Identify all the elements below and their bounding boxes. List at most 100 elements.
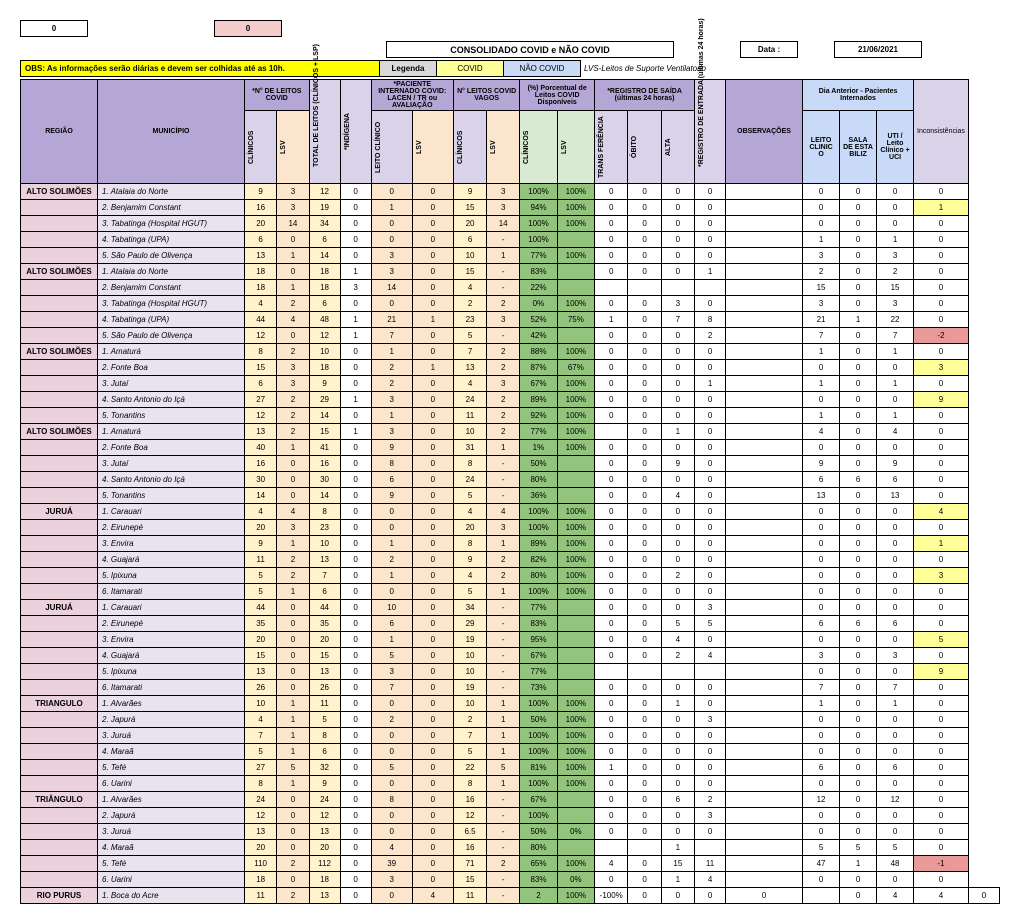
data-cell: 8 — [245, 776, 277, 792]
data-cell: 0 — [840, 328, 877, 344]
data-cell: 18 — [245, 872, 277, 888]
data-cell: 0 — [628, 264, 661, 280]
data-cell: 1 — [803, 232, 840, 248]
muni-cell: 2. Eirunepé — [98, 520, 245, 536]
data-cell: 4 — [453, 568, 486, 584]
data-cell: 0 — [412, 744, 453, 760]
data-cell — [595, 664, 628, 680]
data-cell: 1 — [595, 760, 628, 776]
data-cell: 0 — [628, 392, 661, 408]
data-cell: 22 — [453, 760, 486, 776]
muni-cell: 4. Maraã — [98, 840, 245, 856]
data-cell: 100% — [557, 392, 594, 408]
data-cell: 0 — [840, 760, 877, 776]
data-cell: 0 — [277, 616, 309, 632]
data-cell: 3 — [340, 280, 371, 296]
data-cell — [726, 312, 803, 328]
data-cell: 0 — [371, 520, 412, 536]
data-cell: 0 — [877, 632, 914, 648]
data-cell: 100% — [557, 888, 594, 904]
data-cell: 2 — [277, 552, 309, 568]
data-cell: 0 — [877, 504, 914, 520]
data-cell: 9 — [245, 184, 277, 200]
data-cell: 100% — [557, 440, 594, 456]
data-cell: 1 — [277, 440, 309, 456]
data-cell — [726, 360, 803, 376]
data-cell: 80% — [520, 472, 557, 488]
data-cell: 0 — [914, 552, 969, 568]
data-cell: 7 — [661, 312, 694, 328]
region-cell — [21, 312, 98, 328]
table-row: TRIANGULO1. Alvarães10111000101100%100%0… — [21, 696, 1000, 712]
main-table: REGIÃO MUNICÍPIO *N° DE LEITOS COVID TOT… — [20, 79, 1000, 904]
data-cell: 0 — [914, 232, 969, 248]
data-cell: 14 — [309, 488, 340, 504]
data-cell: 8 — [245, 344, 277, 360]
data-cell: 50% — [520, 456, 557, 472]
data-cell: 0 — [595, 600, 628, 616]
data-cell: 0 — [914, 344, 969, 360]
data-cell: 0 — [595, 264, 628, 280]
col-uti: UTI / Leito Clínico + UCI — [877, 111, 914, 184]
data-cell: 0 — [914, 376, 969, 392]
data-cell: 0 — [595, 392, 628, 408]
data-cell: 0 — [840, 264, 877, 280]
data-cell — [726, 232, 803, 248]
col-leitoclin: LEITO CLÍNICO — [375, 112, 382, 182]
data-cell: 0 — [277, 824, 309, 840]
data-cell: 2 — [277, 344, 309, 360]
data-cell: 5 — [245, 568, 277, 584]
data-cell: 1% — [520, 440, 557, 456]
data-cell: 16 — [245, 200, 277, 216]
data-cell: 0 — [412, 568, 453, 584]
data-cell: 100% — [557, 696, 594, 712]
data-cell — [557, 792, 594, 808]
data-cell: 0 — [877, 600, 914, 616]
data-cell: 24 — [245, 792, 277, 808]
data-cell: 0 — [840, 520, 877, 536]
grp-nleitos: *N° DE LEITOS COVID — [245, 80, 310, 111]
data-cell: 0 — [628, 696, 661, 712]
data-cell: 7 — [453, 728, 486, 744]
data-cell: 8 — [309, 728, 340, 744]
data-cell: 67% — [520, 376, 557, 392]
data-cell: 10 — [453, 648, 486, 664]
data-cell: 0 — [914, 728, 969, 744]
table-row: 5. Tonantins140140905-36%0040130130 — [21, 488, 1000, 504]
data-cell: 0 — [340, 456, 371, 472]
data-cell: 24 — [453, 392, 486, 408]
data-cell: 0 — [661, 520, 694, 536]
data-cell: 0 — [628, 568, 661, 584]
grp-pct: (%) Porcentual de Leitos COVID Disponíve… — [520, 80, 595, 111]
muni-cell: 1. Amaturá — [98, 344, 245, 360]
data-cell: 12 — [803, 792, 840, 808]
data-cell: 0 — [412, 632, 453, 648]
data-cell: 4 — [245, 504, 277, 520]
data-cell — [726, 376, 803, 392]
data-cell: 27 — [245, 392, 277, 408]
data-cell: - — [487, 232, 520, 248]
data-cell: 67% — [520, 792, 557, 808]
data-cell: 0 — [695, 216, 726, 232]
table-row: ALTO SOLIMÕES1. Atalaia do Norte93120009… — [21, 184, 1000, 200]
data-cell: 12 — [453, 808, 486, 824]
muni-cell: 6. Uarini — [98, 872, 245, 888]
data-cell: 2 — [803, 264, 840, 280]
data-cell: 9 — [453, 184, 486, 200]
table-row: 5. Ipixuna5270104280%100%00200003 — [21, 568, 1000, 584]
data-cell: 7 — [371, 328, 412, 344]
data-cell: 1 — [487, 712, 520, 728]
data-cell: 5 — [453, 744, 486, 760]
data-cell: 0 — [695, 488, 726, 504]
data-cell: 0 — [661, 776, 694, 792]
data-cell: 1 — [803, 408, 840, 424]
data-cell: 0 — [412, 344, 453, 360]
data-cell: 0 — [695, 696, 726, 712]
data-cell: 15 — [453, 872, 486, 888]
data-cell: 7 — [803, 680, 840, 696]
data-cell: 4 — [695, 648, 726, 664]
data-cell: 0 — [628, 440, 661, 456]
data-cell — [726, 200, 803, 216]
data-cell: 21 — [371, 312, 412, 328]
data-cell: 0 — [661, 744, 694, 760]
